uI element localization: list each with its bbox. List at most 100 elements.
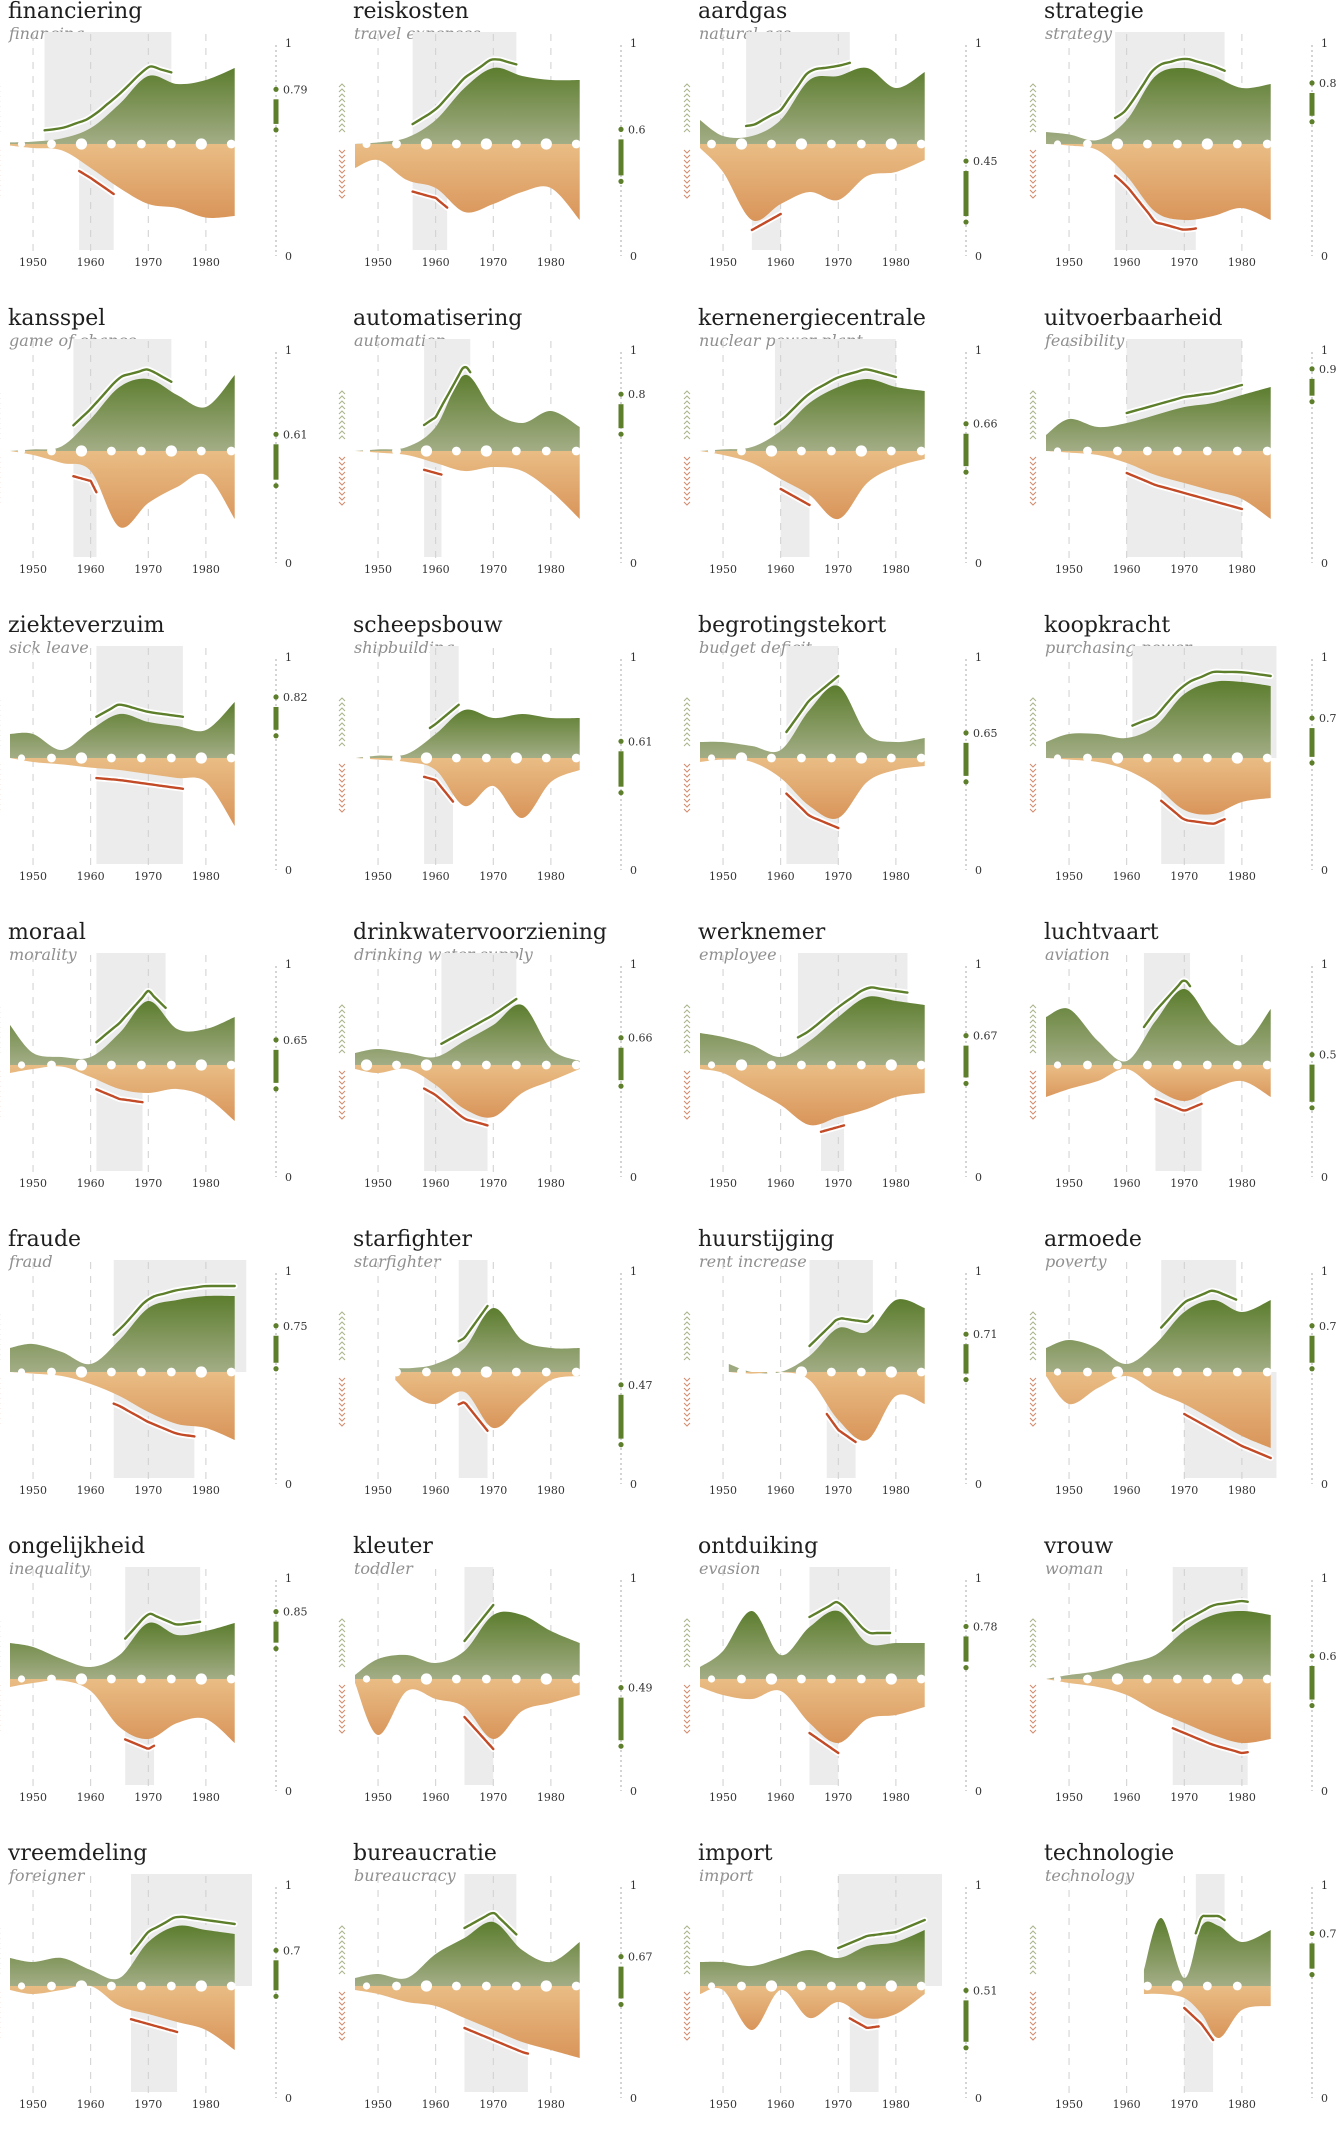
trend-line-negative bbox=[808, 1731, 840, 1755]
year-tick-label: 1980 bbox=[1228, 1177, 1256, 1190]
down-chevron-icon bbox=[1029, 1095, 1037, 1100]
chart-title: ontduiking bbox=[698, 1534, 819, 1559]
baseline-dot bbox=[47, 139, 56, 149]
year-tick-label: 1970 bbox=[134, 563, 162, 576]
down-chevron-icon bbox=[683, 1085, 691, 1090]
baseline-dot bbox=[885, 138, 897, 150]
up-chevron-icon bbox=[683, 722, 691, 727]
chart-title: ziekteverzuim bbox=[8, 613, 165, 638]
up-chevron-icon bbox=[683, 1044, 691, 1049]
scale-bottom-label: 0 bbox=[285, 1478, 292, 1491]
up-chevron-icon bbox=[1029, 1643, 1037, 1648]
baseline-dot bbox=[420, 1059, 433, 1071]
chart-subtitle: import bbox=[699, 1866, 754, 1885]
down-chevron-icon bbox=[1029, 179, 1037, 184]
scale-bottom-label: 0 bbox=[630, 250, 637, 263]
scale-bottom-label: 0 bbox=[975, 1478, 982, 1491]
down-chevron-icon bbox=[338, 164, 346, 169]
up-chevron-icon bbox=[338, 128, 346, 133]
up-chevron-icon bbox=[1029, 420, 1037, 425]
scale-top-label: 1 bbox=[1321, 1265, 1328, 1278]
up-chevron-icon bbox=[338, 93, 346, 98]
chart-title: import bbox=[698, 1841, 773, 1866]
year-tick-label: 1970 bbox=[1170, 1791, 1198, 1804]
baseline-dot bbox=[1053, 447, 1062, 455]
chart-title: ongelijkheid bbox=[8, 1534, 146, 1559]
baseline-dot bbox=[797, 1674, 806, 1684]
chart-title: strategie bbox=[1044, 0, 1144, 24]
baseline-dot bbox=[166, 139, 176, 149]
area-chart: 1950 1960 1970 1980 1 0 0.66 bbox=[683, 339, 998, 576]
down-chevron-icon bbox=[1029, 1684, 1037, 1689]
positive-area bbox=[10, 1000, 235, 1065]
scale-top-label: 1 bbox=[975, 958, 982, 971]
scale-top-label: 1 bbox=[285, 1879, 292, 1892]
down-chevron-icon bbox=[1029, 808, 1037, 813]
negative-area bbox=[10, 1065, 235, 1121]
trend-line-negative bbox=[1183, 2006, 1215, 2042]
up-chevron-icon bbox=[338, 1648, 346, 1653]
baseline-dot bbox=[1262, 446, 1272, 456]
area-chart: 1950 1960 1970 1980 1 0 0.47 bbox=[338, 1260, 653, 1497]
year-tick-label: 1970 bbox=[134, 2098, 162, 2111]
positive-area bbox=[10, 1925, 235, 1986]
down-chevron-icon bbox=[683, 174, 691, 179]
down-chevron-icon bbox=[1029, 471, 1037, 476]
down-chevron-icon bbox=[683, 1090, 691, 1095]
down-chevron-icon bbox=[683, 1422, 691, 1427]
baseline-dot bbox=[707, 1675, 716, 1683]
up-chevron-icon bbox=[1029, 93, 1037, 98]
baseline-dot bbox=[136, 1981, 146, 1991]
positive-area bbox=[10, 1295, 235, 1372]
chart-subtitle: shipbuilding bbox=[354, 638, 455, 657]
year-tick-label: 1980 bbox=[192, 2098, 220, 2111]
up-chevron-icon bbox=[338, 1658, 346, 1663]
trend-line-positive bbox=[463, 1911, 518, 1936]
year-tick-label: 1960 bbox=[422, 1791, 450, 1804]
up-chevron-icon bbox=[1029, 1351, 1037, 1356]
up-chevron-icon bbox=[338, 1925, 346, 1930]
area-chart: 1950 1960 1970 1980 1 0 0.65 bbox=[683, 646, 998, 883]
baseline-dot bbox=[480, 1366, 492, 1378]
up-chevron-icon bbox=[338, 1623, 346, 1628]
area-chart: 1950 1960 1970 1980 1 0 0.92 bbox=[1029, 339, 1336, 576]
down-chevron-icon bbox=[683, 1412, 691, 1417]
score-label: 0.75 bbox=[283, 1320, 308, 1333]
score-marker-low bbox=[963, 779, 969, 785]
up-chevron-icon bbox=[1029, 435, 1037, 440]
baseline-dot bbox=[916, 1674, 926, 1684]
score-marker bbox=[1309, 1052, 1315, 1058]
chart-title: moraal bbox=[8, 920, 86, 945]
baseline-dot bbox=[886, 446, 896, 456]
year-tick-label: 1980 bbox=[1228, 1791, 1256, 1804]
negative-area bbox=[700, 1986, 925, 2030]
chart-panel: bureaucratie bureaucracy 1950 1960 1970 1980 1… bbox=[338, 1842, 675, 2142]
trend-line-positive bbox=[95, 989, 167, 1044]
up-chevron-icon bbox=[338, 1950, 346, 1955]
scale-bottom-label: 0 bbox=[630, 864, 637, 877]
baseline-dot bbox=[541, 1060, 551, 1070]
baseline-dot bbox=[47, 1060, 56, 1070]
up-chevron-icon bbox=[683, 1351, 691, 1356]
up-chevron-icon bbox=[1029, 697, 1037, 702]
baseline-dot bbox=[1172, 1674, 1182, 1684]
baseline-dot bbox=[826, 753, 836, 763]
score-bar bbox=[1309, 1943, 1315, 1969]
down-chevron-icon bbox=[338, 2036, 346, 2041]
down-chevron-icon bbox=[683, 164, 691, 169]
up-chevron-icon bbox=[338, 1356, 346, 1361]
score-marker-low bbox=[618, 1743, 624, 1749]
up-chevron-icon bbox=[683, 1945, 691, 1950]
positive-area bbox=[10, 1622, 235, 1679]
baseline-dot bbox=[1201, 138, 1213, 150]
baseline-dot bbox=[1083, 139, 1092, 149]
up-chevron-icon bbox=[1029, 410, 1037, 415]
baseline-dot bbox=[166, 753, 176, 763]
down-chevron-icon bbox=[1029, 1392, 1037, 1397]
baseline-dot bbox=[511, 1981, 521, 1991]
baseline-dot bbox=[1172, 1367, 1182, 1377]
chart-subtitle: inequality bbox=[9, 1559, 90, 1578]
year-tick-label: 1980 bbox=[537, 2098, 565, 2111]
down-chevron-icon bbox=[338, 461, 346, 466]
